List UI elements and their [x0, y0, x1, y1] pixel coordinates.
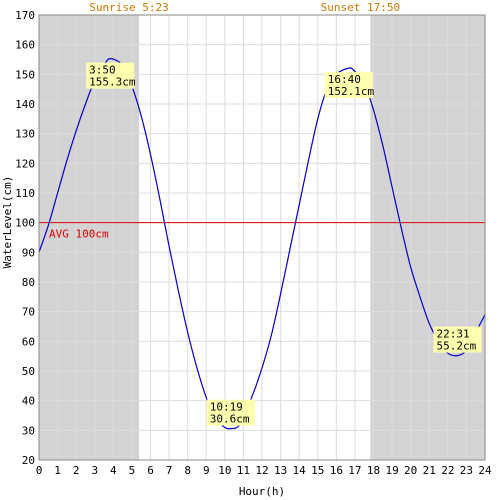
annotation-value: 152.1cm: [328, 85, 375, 98]
annotation-time: 22:31: [436, 328, 469, 341]
annotation-value: 30.6cm: [210, 413, 250, 426]
x-tick-label: 14: [293, 464, 307, 477]
y-tick-label: 120: [15, 157, 35, 170]
night-after-sunset: [370, 15, 485, 460]
x-tick-label: 19: [385, 464, 398, 477]
y-tick-label: 90: [22, 246, 35, 259]
series-group: [38, 57, 486, 430]
y-tick-label: 50: [22, 365, 35, 378]
x-tick-label: 20: [404, 464, 417, 477]
x-tick-label: 21: [423, 464, 436, 477]
y-tick-label: 150: [15, 68, 35, 81]
x-tick-label: 11: [237, 464, 250, 477]
x-tick-label: 6: [147, 464, 154, 477]
x-axis-label: Hour(h): [239, 485, 285, 498]
x-tick-label: 4: [110, 464, 117, 477]
axes: 0 1 2 3 4 5 6 7 8 9 10 11 12 13 14 15 16 17 18 19 20 21 22 23 24…: [15, 9, 492, 477]
y-tick-label: 60: [22, 335, 35, 348]
x-tick-label: 13: [274, 464, 287, 477]
x-tick-label: 15: [311, 464, 324, 477]
sunset-label: Sunset 17:50: [321, 1, 400, 14]
x-tick-label: 7: [166, 464, 173, 477]
x-tick-label: 18: [367, 464, 380, 477]
x-tick-label: 5: [129, 464, 136, 477]
x-tick-label: 23: [460, 464, 473, 477]
x-tick-label: 24: [478, 464, 492, 477]
average-line-group: AVG 100cm: [39, 222, 485, 241]
y-tick-label: 20: [22, 454, 35, 467]
y-tick-label: 110: [15, 187, 35, 200]
x-tick-label: 22: [441, 464, 454, 477]
tide-series-line: [38, 57, 486, 430]
annotation-box: [206, 399, 255, 426]
annotation-value: 155.3cm: [89, 76, 136, 89]
annotation-box: [86, 62, 135, 89]
annotation-box: [433, 326, 482, 353]
y-tick-label: 40: [22, 395, 35, 408]
x-tick-label: 8: [184, 464, 191, 477]
y-tick-label: 30: [22, 424, 35, 437]
y-tick-label: 100: [15, 217, 35, 230]
annotation-time: 16:40: [328, 73, 361, 86]
x-tick-label: 1: [54, 464, 61, 477]
x-tick-label: 10: [218, 464, 231, 477]
x-tick-label: 9: [203, 464, 210, 477]
x-tick-label: 3: [91, 464, 98, 477]
x-tick-label: 0: [36, 464, 43, 477]
x-tick-label: 16: [330, 464, 343, 477]
y-tick-label: 140: [15, 98, 35, 111]
y-tick-label: 80: [22, 276, 35, 289]
x-tick-label: 17: [348, 464, 361, 477]
y-tick-label: 70: [22, 306, 35, 319]
average-label: AVG 100cm: [49, 228, 109, 241]
annotation-time: 3:50: [89, 64, 116, 77]
x-tick-label: 12: [255, 464, 268, 477]
night-before-sunrise: [39, 15, 140, 460]
y-tick-label: 170: [15, 9, 35, 22]
annotation-time: 10:19: [210, 401, 243, 414]
annotation-box: [324, 72, 373, 99]
annotation-value: 55.2cm: [436, 340, 476, 353]
y-tick-label: 130: [15, 128, 35, 141]
y-axis-label: WaterLevel(cm): [1, 176, 14, 269]
y-tick-label: 160: [15, 39, 35, 52]
sunrise-label: Sunrise 5:23: [89, 1, 168, 14]
plot-frame: [38, 14, 486, 461]
night-shading: [39, 15, 485, 460]
x-tick-label: 2: [73, 464, 80, 477]
